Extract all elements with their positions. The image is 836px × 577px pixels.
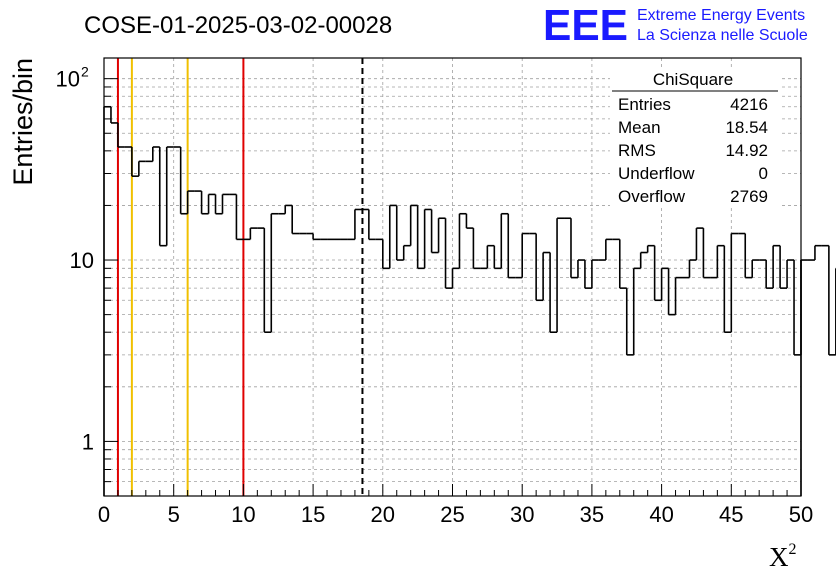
stats-box-title: ChiSquare bbox=[653, 70, 733, 89]
x-tick-label: 25 bbox=[440, 502, 464, 527]
logo: EEE Extreme Energy Events La Scienza nel… bbox=[543, 1, 808, 50]
x-tick-label: 30 bbox=[510, 502, 534, 527]
stats-entries-label: Entries bbox=[618, 95, 671, 114]
x-tick-label: 0 bbox=[98, 502, 110, 527]
axis-ticks bbox=[103, 78, 802, 496]
chart-title: COSE-01-2025-03-02-00028 bbox=[84, 12, 392, 39]
stats-entries-value: 4216 bbox=[730, 95, 768, 114]
logo-line-2: La Scienza nelle Scuole bbox=[637, 27, 808, 44]
x-tick-label: 15 bbox=[301, 502, 325, 527]
stats-mean-label: Mean bbox=[618, 118, 661, 137]
y-tick-label: 10 bbox=[70, 248, 94, 273]
histogram-layer bbox=[103, 105, 836, 496]
reference-lines bbox=[116, 58, 364, 496]
y-tick-label: 10 bbox=[56, 67, 80, 92]
x-tick-label: 10 bbox=[231, 502, 255, 527]
stats-underflow-value: 0 bbox=[759, 164, 768, 183]
x-tick-label: 20 bbox=[371, 502, 395, 527]
y-axis-label: Entries/bin bbox=[8, 58, 38, 186]
x-tick-label: 35 bbox=[580, 502, 604, 527]
stats-box: ChiSquare Entries 4216 Mean 18.54 RMS 14… bbox=[610, 70, 782, 208]
x-tick-label: 50 bbox=[789, 502, 813, 527]
stats-overflow-value: 2769 bbox=[730, 187, 768, 206]
stats-rms-value: 14.92 bbox=[725, 141, 768, 160]
logo-line-1: Extreme Energy Events bbox=[637, 7, 805, 24]
x-axis-label: X2 bbox=[769, 541, 797, 572]
stats-rms-label: RMS bbox=[618, 141, 656, 160]
stats-underflow-label: Underflow bbox=[618, 164, 695, 183]
x-tick-label: 5 bbox=[168, 502, 180, 527]
y-tick-label: 1 bbox=[82, 429, 94, 454]
stats-mean-value: 18.54 bbox=[725, 118, 768, 137]
x-tick-label: 40 bbox=[649, 502, 673, 527]
stats-box-background bbox=[610, 70, 782, 208]
x-tick-label: 45 bbox=[719, 502, 743, 527]
x-axis-label-sup: 2 bbox=[789, 541, 797, 558]
stats-overflow-label: Overflow bbox=[618, 187, 686, 206]
logo-mark: EEE bbox=[543, 1, 628, 50]
x-axis-label-main: X bbox=[769, 542, 789, 572]
y-tick-label-exponent: 2 bbox=[81, 64, 89, 80]
